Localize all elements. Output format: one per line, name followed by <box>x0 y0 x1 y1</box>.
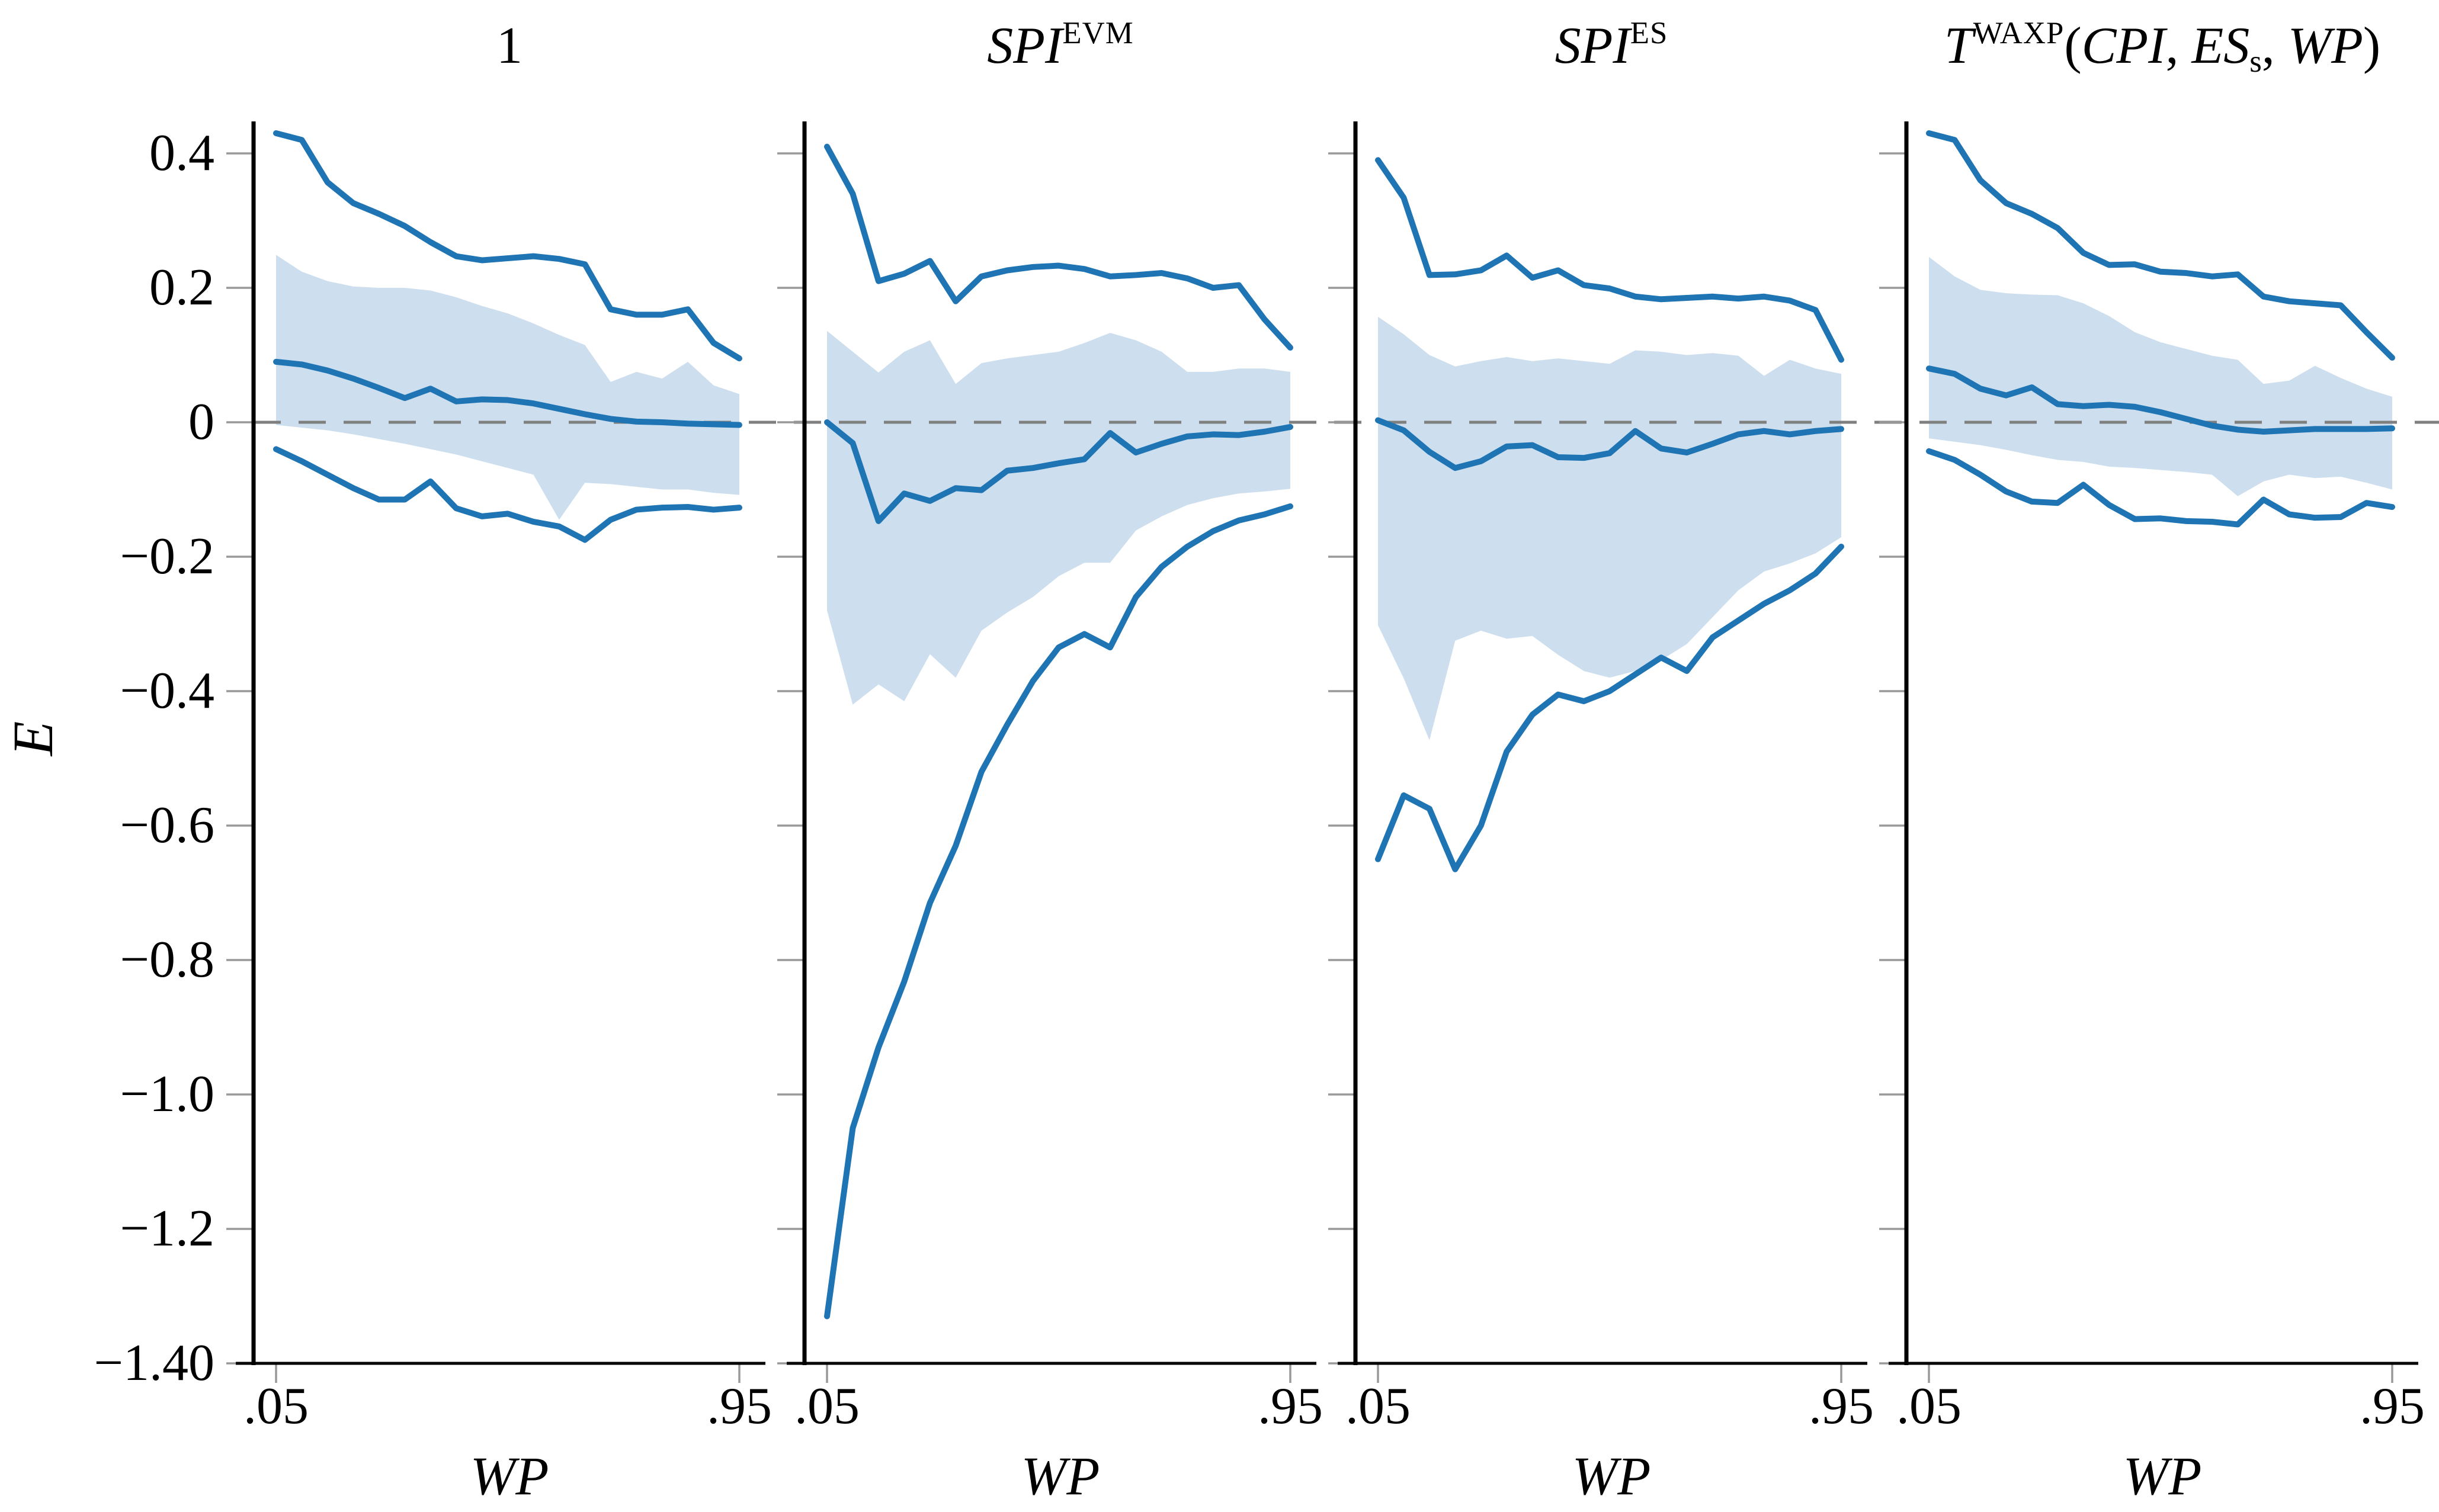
upper-bound-line <box>824 143 1293 351</box>
upper-bound-line <box>1926 130 2395 361</box>
y-axis-label: E <box>1 721 65 756</box>
confidence-band <box>1929 256 2392 496</box>
mean-line <box>824 419 1293 524</box>
lower-bound-line <box>824 503 1293 1320</box>
mean-line <box>1926 365 2395 435</box>
confidence-band <box>827 330 1290 705</box>
mean-line <box>1375 417 1844 471</box>
confidence-band <box>1378 316 1841 740</box>
lower-bound-line <box>1375 543 1844 872</box>
lower-bound-line <box>1926 448 2395 528</box>
upper-bound-line <box>1375 157 1844 363</box>
mean-line <box>273 358 742 428</box>
upper-bound-line <box>273 130 742 362</box>
lower-bound-line <box>273 446 742 543</box>
confidence-band <box>276 255 739 520</box>
